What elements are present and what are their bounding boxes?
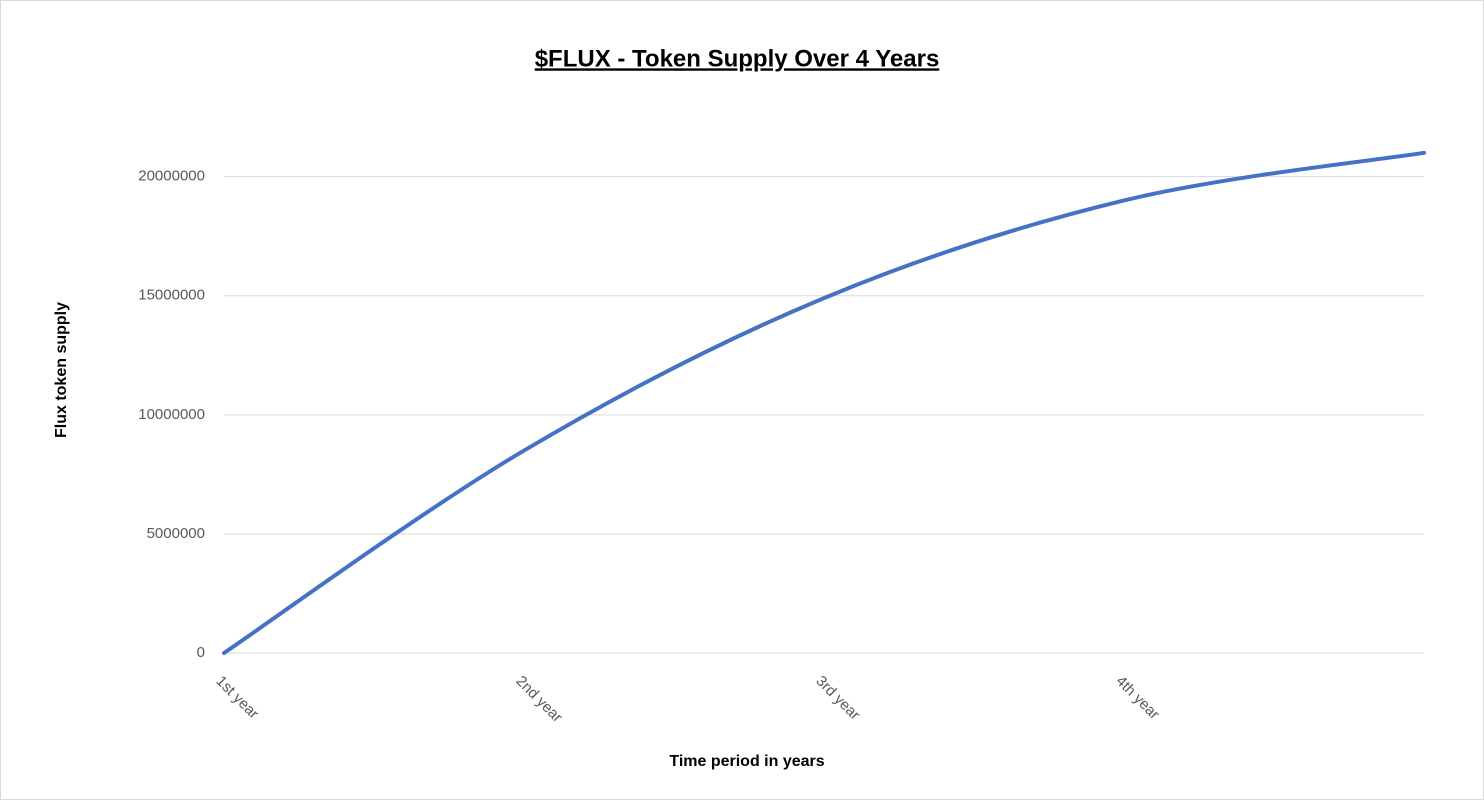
- x-axis-title: Time period in years: [669, 753, 824, 770]
- chart-title: $FLUX - Token Supply Over 4 Years: [535, 45, 940, 72]
- y-tick-label: 15000000: [138, 287, 205, 304]
- y-tick-label: 0: [197, 644, 205, 661]
- series-line: [222, 150, 1426, 655]
- y-axis-title: Flux token supply: [53, 302, 70, 438]
- y-tick-label: 5000000: [147, 525, 205, 542]
- y-tick-label: 10000000: [138, 406, 205, 423]
- y-tick-label: 20000000: [138, 168, 205, 185]
